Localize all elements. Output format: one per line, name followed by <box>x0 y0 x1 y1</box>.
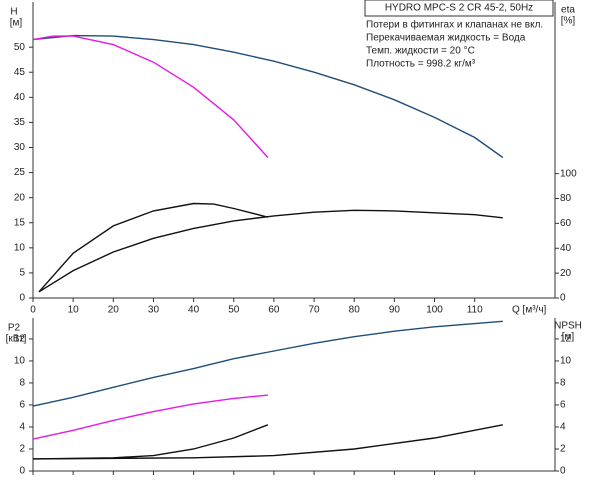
y-tick-label: 0 <box>19 293 25 304</box>
y2-tick-label: 100 <box>560 168 577 179</box>
annotation: Потери в фитингах и клапанах не вкл. <box>366 19 543 31</box>
x-tick-label: 30 <box>148 305 160 316</box>
x-tick-label: 20 <box>108 305 120 316</box>
y-axis-label: H <box>10 7 17 18</box>
annotation: Плотность = 998.2 кг/м³ <box>366 59 476 70</box>
curve <box>32 424 503 460</box>
x-tick-label: 110 <box>467 305 483 316</box>
y-tick-label: 2 <box>19 444 25 455</box>
y2-tick-label: 40 <box>560 243 572 254</box>
x-tick-label: 0 <box>30 305 36 316</box>
y2-axis-label: eta <box>561 5 575 16</box>
y2-tick-label: 12 <box>560 334 572 345</box>
y2-axis-unit: [%] <box>561 16 576 27</box>
y-axis-label: P2 <box>8 323 21 334</box>
y2-tick-label: 4 <box>560 422 566 433</box>
y-tick-label: 50 <box>14 42 26 53</box>
y-tick-label: 40 <box>14 92 26 103</box>
curve <box>32 34 504 159</box>
title-box <box>364 0 554 17</box>
y2-tick-label: 60 <box>560 218 572 229</box>
y2-tick-label: 6 <box>560 400 566 411</box>
y-tick-label: 5 <box>19 268 25 279</box>
annotation: Перекачиваемая жидкость = Вода <box>366 33 526 44</box>
y-tick-label: 15 <box>14 217 26 228</box>
y-tick-label: 10 <box>14 356 26 367</box>
curve <box>38 209 503 293</box>
y-tick-label: 8 <box>19 378 25 389</box>
x-tick-label: 90 <box>389 305 401 316</box>
x-axis-label: Q [м³/ч] <box>512 305 547 316</box>
curve <box>32 35 269 158</box>
y-tick-label: 12 <box>14 334 26 345</box>
y-tick-label: 10 <box>14 242 26 253</box>
x-tick-label: 60 <box>268 305 280 316</box>
y2-tick-label: 0 <box>560 466 566 477</box>
x-tick-label: 80 <box>349 305 361 316</box>
y-tick-label: 25 <box>14 167 26 178</box>
y2-tick-label: 8 <box>560 378 566 389</box>
x-tick-label: 10 <box>68 305 80 316</box>
curve <box>38 202 269 293</box>
y2-axis-label: NPSH <box>554 321 582 332</box>
curve <box>32 394 268 440</box>
y-tick-label: 30 <box>14 142 26 153</box>
x-tick-label: 50 <box>228 305 240 316</box>
curve <box>32 424 269 460</box>
y2-tick-label: 0 <box>560 293 566 304</box>
curve <box>32 320 503 407</box>
y-axis-unit: [кВт] <box>6 334 27 345</box>
y2-tick-label: 80 <box>560 193 572 204</box>
annotation: Темп. жидкости = 20 °C <box>366 46 475 57</box>
y2-axis-unit: [м] <box>562 332 575 343</box>
y2-tick-label: 20 <box>560 268 572 279</box>
y-tick-label: 4 <box>19 422 25 433</box>
y-axis-unit: [м] <box>10 18 23 29</box>
x-tick-label: 70 <box>309 305 321 316</box>
y-tick-label: 6 <box>19 400 25 411</box>
y-tick-label: 0 <box>19 466 25 477</box>
chart-title: HYDRO MPC-S 2 CR 45-2, 50Hz <box>385 3 533 14</box>
y2-tick-label: 10 <box>560 356 572 367</box>
x-tick-label: 40 <box>188 305 200 316</box>
x-tick-label: 100 <box>426 305 443 316</box>
y2-tick-label: 2 <box>560 444 566 455</box>
y-tick-label: 20 <box>14 192 26 203</box>
y-tick-label: 35 <box>14 117 26 128</box>
y-tick-label: 45 <box>14 67 26 78</box>
